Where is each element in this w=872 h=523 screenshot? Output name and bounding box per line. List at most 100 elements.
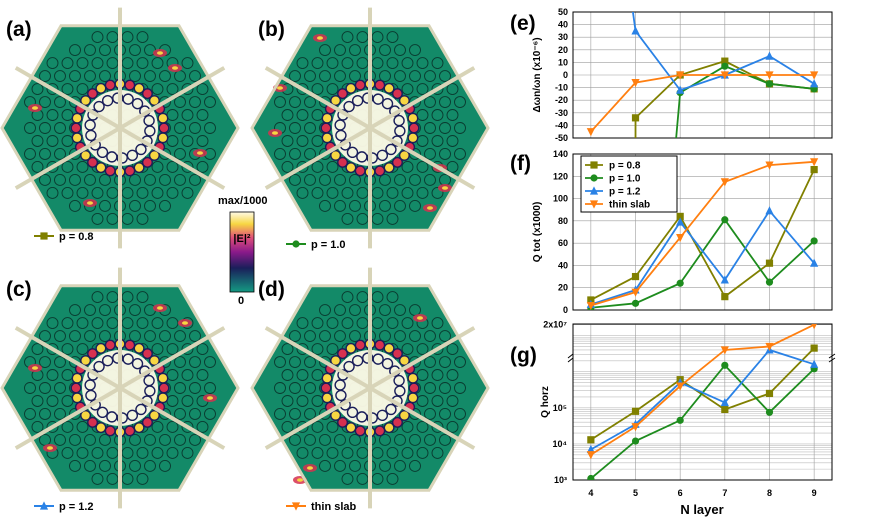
field-lobe [80, 409, 92, 421]
air-hole [24, 122, 36, 134]
field-lobe [374, 165, 386, 177]
air-hole [439, 382, 451, 394]
field-lobe [95, 162, 107, 174]
air-hole [151, 187, 164, 199]
field-lobe [383, 162, 395, 174]
field-lobe [95, 82, 107, 94]
air-hole [454, 122, 466, 134]
air-hole [379, 304, 391, 317]
field-lobe [407, 372, 419, 384]
data-point [676, 85, 685, 94]
series-line [590, 74, 815, 133]
sector-cut [368, 66, 476, 130]
air-hole [319, 70, 331, 82]
air-hole [189, 174, 201, 186]
air-hole [54, 148, 66, 160]
legend-marker [589, 200, 599, 209]
field-lobe [337, 88, 349, 100]
air-hole [334, 199, 346, 212]
air-hole [326, 447, 339, 459]
air-hole [91, 447, 104, 459]
field-lobe [104, 425, 116, 437]
field-lobe [354, 425, 366, 437]
legend-label: thin slab [609, 200, 650, 211]
air-hole [69, 304, 81, 317]
air-hole [401, 447, 414, 459]
air-hole [341, 472, 354, 485]
air-hole [31, 135, 44, 147]
air-hole [334, 44, 346, 57]
field-lobe [124, 339, 136, 351]
air-hole [54, 330, 66, 342]
air-hole [69, 199, 81, 212]
field-lobe [345, 82, 357, 94]
air-hole [424, 174, 436, 186]
field-lobe [133, 162, 145, 174]
air-hole [136, 447, 149, 459]
data-point [721, 62, 729, 70]
air-hole [319, 304, 331, 317]
sector-cut [14, 386, 121, 450]
field-lobe [407, 132, 419, 144]
air-hole [174, 382, 186, 394]
y-tick-label: 10⁵ [553, 403, 567, 413]
air-hole [24, 382, 36, 394]
data-point [811, 324, 817, 330]
air-hole [84, 330, 96, 342]
map-legend-label: p = 1.0 [311, 239, 346, 251]
air-hole [439, 408, 451, 420]
y-tick-label: 0 [563, 70, 568, 80]
air-hole [394, 304, 406, 317]
field-lobe [320, 382, 332, 394]
data-point [720, 178, 729, 187]
air-hole [181, 343, 194, 355]
air-hole [31, 161, 44, 173]
air-hole [304, 148, 316, 160]
core-hole [143, 114, 155, 127]
colorbar-min-label: 0 [238, 295, 244, 307]
field-hotspot-center [172, 66, 178, 70]
air-hole [424, 148, 436, 160]
air-hole [189, 122, 201, 134]
air-hole [91, 57, 104, 69]
air-hole [189, 356, 201, 368]
air-hole [181, 395, 194, 407]
field-lobe [391, 156, 403, 168]
core-hole [393, 374, 405, 387]
air-hole [311, 421, 324, 433]
y-tick-label: 140 [553, 149, 568, 159]
air-hole [46, 109, 59, 121]
air-hole [296, 421, 309, 433]
air-hole [401, 187, 414, 199]
field-lobe [345, 342, 357, 354]
core-hole [96, 146, 109, 159]
air-hole [379, 199, 391, 212]
air-hole [99, 199, 111, 212]
air-hole [91, 212, 104, 225]
sector-cut [14, 126, 121, 190]
panel-label: (a) [6, 18, 32, 41]
legend-label: p = 1.2 [609, 187, 641, 198]
field-lobe [330, 355, 342, 367]
air-hole [394, 199, 406, 212]
legend-marker [292, 240, 300, 248]
air-hole [304, 70, 316, 82]
air-hole [454, 148, 466, 160]
air-hole [341, 57, 354, 69]
air-hole [91, 291, 104, 304]
air-hole [91, 187, 104, 199]
field-hotspot-center [297, 478, 303, 482]
air-hole [159, 70, 171, 82]
sector-cut [264, 386, 371, 450]
air-hole [289, 122, 301, 134]
air-hole [39, 408, 51, 420]
air-hole [326, 421, 339, 433]
plot-frame [572, 11, 833, 139]
air-hole [431, 369, 444, 381]
field-lobe [80, 355, 92, 367]
data-point [765, 408, 774, 416]
sector-cut [368, 386, 476, 450]
air-hole [54, 174, 66, 186]
air-hole [409, 199, 421, 212]
colorbar-quantity: |E|² [233, 233, 250, 245]
